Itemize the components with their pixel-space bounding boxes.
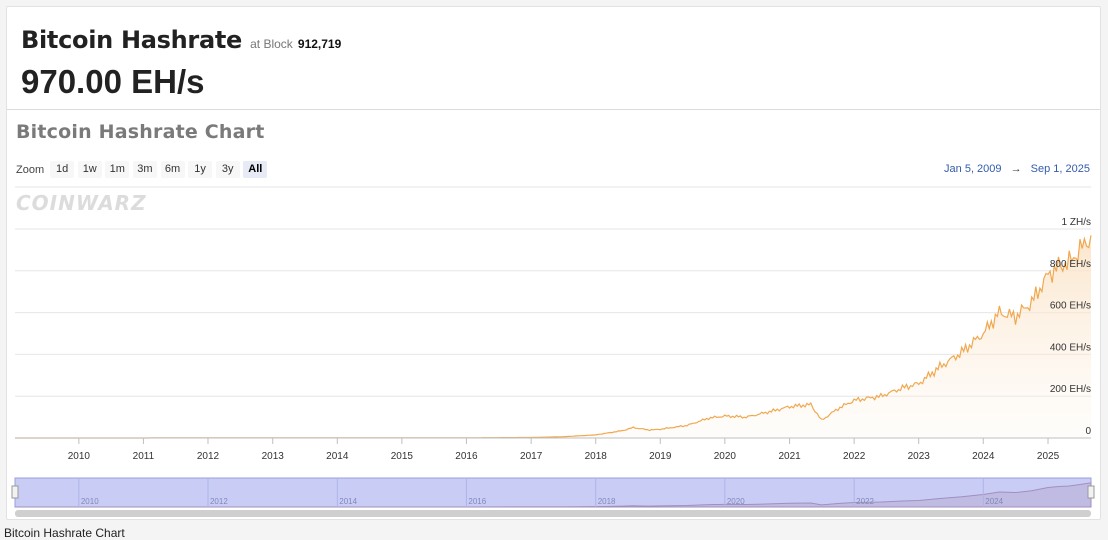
navigator-handle-right[interactable] [1087,485,1095,499]
x-tick-label: 2012 [197,451,220,462]
x-tick-label: 2015 [391,451,414,462]
x-tick-label: 2017 [520,451,543,462]
x-tick-label: 2019 [649,451,672,462]
navigator-tick-label: 2020 [727,497,745,506]
y-tick-label: 1 ZH/s [1062,217,1091,228]
x-tick-label: 2022 [843,451,866,462]
x-tick-label: 2013 [262,451,285,462]
y-tick-label: 0 [1085,426,1091,437]
x-tick-label: 2010 [68,451,91,462]
navigator-tick-label: 2012 [210,497,228,506]
zoom-6m-button[interactable]: 6m [160,161,185,178]
date-range: Jan 5, 2009 → Sep 1, 2025 [944,163,1090,175]
range-to-input[interactable]: Sep 1, 2025 [1030,163,1090,175]
y-tick-label: 600 EH/s [1050,301,1091,312]
page-title: Bitcoin Hashrate [21,26,243,54]
navigator-tick-label: 2010 [81,497,99,506]
navigator-scrollbar[interactable] [15,510,1091,517]
footer-caption: Bitcoin Hashrate Chart [4,526,125,540]
x-tick-label: 2021 [778,451,801,462]
zoom-controls: Zoom 1d 1w 1m 3m 6m 1y 3y All [16,161,271,178]
block-number: 912,719 [297,37,342,51]
zoom-1d-button[interactable]: 1d [50,161,75,178]
zoom-1y-button[interactable]: 1y [188,161,213,178]
navigator-tick-label: 2016 [468,497,486,506]
hashrate-header: Bitcoin Hashrate at Block 912,719 970.00… [7,7,1100,110]
title-row: Bitcoin Hashrate at Block 912,719 [21,26,341,54]
range-from-input[interactable]: Jan 5, 2009 [944,163,1002,175]
x-tick-label: 2025 [1037,451,1060,462]
navigator-window[interactable] [14,477,1092,508]
at-block-label: at Block [250,37,293,51]
x-tick-label: 2016 [455,451,478,462]
navigator-tick-label: 2014 [339,497,357,506]
x-tick-label: 2014 [326,451,349,462]
x-tick-label: 2020 [714,451,737,462]
zoom-1m-button[interactable]: 1m [105,161,130,178]
series-area [15,235,1091,438]
x-tick-label: 2018 [585,451,608,462]
current-hashrate-value: 970.00 EH/s [21,63,205,100]
hashrate-card: Bitcoin Hashrate at Block 912,719 970.00… [6,6,1101,520]
x-tick-label: 2011 [133,451,155,462]
zoom-3m-button[interactable]: 3m [132,161,157,178]
y-tick-label: 800 EH/s [1050,259,1091,270]
coinwarz-watermark: COINWARZ [16,191,147,215]
y-tick-label: 200 EH/s [1050,384,1091,395]
navigator-tick-label: 2024 [985,497,1003,506]
zoom-1w-button[interactable]: 1w [77,161,102,178]
zoom-all-button[interactable]: All [243,161,268,178]
x-tick-label: 2024 [972,451,995,462]
navigator-tick-label: 2018 [598,497,616,506]
y-tick-label: 400 EH/s [1050,342,1091,353]
navigator-tick-label: 2022 [856,497,874,506]
zoom-3y-button[interactable]: 3y [215,161,240,178]
range-arrow: → [1010,163,1022,175]
chart-title: Bitcoin Hashrate Chart [16,121,265,143]
x-tick-label: 2023 [908,451,931,462]
navigator-handle-left[interactable] [11,485,19,499]
zoom-label: Zoom [16,163,45,176]
